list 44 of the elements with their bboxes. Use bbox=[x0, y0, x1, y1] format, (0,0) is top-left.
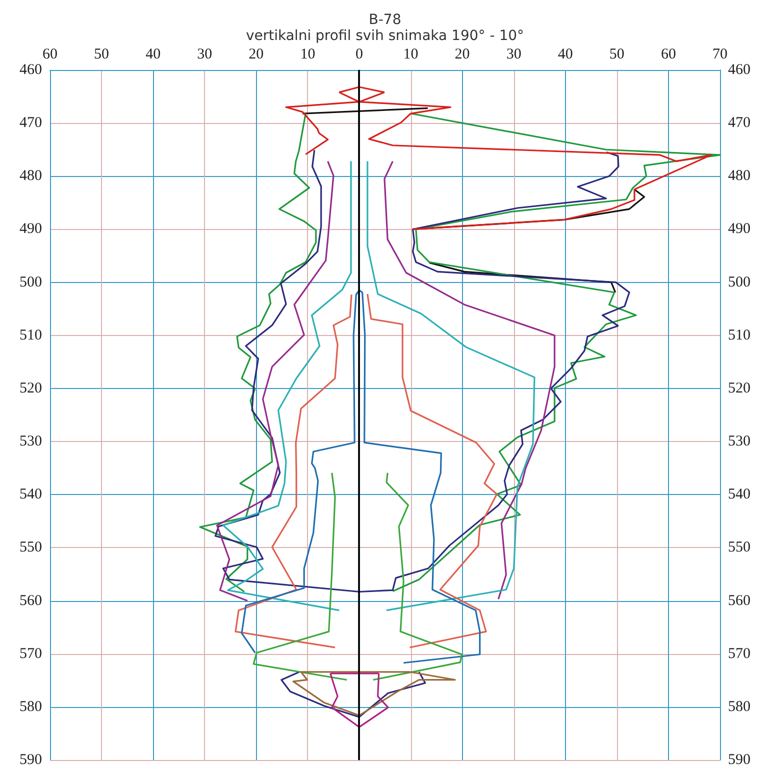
y-tick-label: 520 bbox=[20, 380, 42, 396]
y-tick-label: 530 bbox=[20, 434, 42, 450]
x-tick-label: 0 bbox=[355, 46, 363, 62]
x-tick-label: 40 bbox=[558, 46, 573, 62]
y-tick-label: 550 bbox=[20, 540, 42, 556]
y-tick-label: 570 bbox=[20, 646, 42, 662]
y-tick-label: 560 bbox=[20, 592, 42, 609]
y-tick-label: 540 bbox=[20, 486, 42, 503]
x-tick-label: 30 bbox=[197, 46, 212, 62]
y-tick-label: 470 bbox=[20, 115, 42, 132]
y2-tick-label: 460 bbox=[728, 62, 750, 78]
y2-tick-label: 520 bbox=[728, 380, 750, 396]
x-tick-label: 60 bbox=[42, 46, 58, 62]
y-tick-label: 490 bbox=[20, 221, 42, 238]
y-tick-label: 480 bbox=[20, 168, 42, 184]
y2-tick-label: 510 bbox=[728, 327, 750, 344]
y-tick-label: 590 bbox=[20, 752, 42, 768]
y2-tick-label: 590 bbox=[728, 752, 750, 768]
y2-tick-label: 560 bbox=[728, 592, 750, 609]
x-tick-label: 60 bbox=[660, 46, 676, 62]
y-tick-label: 510 bbox=[20, 327, 42, 344]
y-tick-label: 580 bbox=[20, 698, 42, 715]
x-tick-label: 20 bbox=[248, 46, 264, 62]
x-tick-label: 20 bbox=[454, 46, 470, 62]
chart-title: B-78 bbox=[368, 12, 402, 28]
y2-tick-label: 490 bbox=[728, 221, 750, 238]
x-tick-label: 40 bbox=[146, 46, 161, 62]
x-tick-label: 10 bbox=[300, 46, 316, 62]
y2-tick-label: 540 bbox=[728, 486, 750, 503]
y2-tick-label: 500 bbox=[728, 274, 750, 290]
chart-subtitle: vertikalni profil svih snimaka 190° - 10° bbox=[246, 28, 524, 44]
x-tick-label: 70 bbox=[712, 46, 728, 62]
y2-tick-label: 530 bbox=[728, 434, 750, 450]
x-tick-label: 30 bbox=[506, 46, 522, 62]
x-tick-label: 50 bbox=[94, 46, 110, 62]
y2-tick-label: 550 bbox=[728, 540, 750, 556]
y2-tick-label: 580 bbox=[728, 698, 750, 715]
y-tick-label: 500 bbox=[20, 274, 42, 290]
x-tick-label: 10 bbox=[403, 46, 418, 62]
x-tick-label: 50 bbox=[609, 46, 624, 62]
y2-tick-label: 570 bbox=[728, 646, 750, 662]
y2-tick-label: 480 bbox=[728, 168, 750, 184]
y-tick-label: 460 bbox=[20, 62, 42, 78]
y2-tick-label: 470 bbox=[728, 115, 750, 132]
